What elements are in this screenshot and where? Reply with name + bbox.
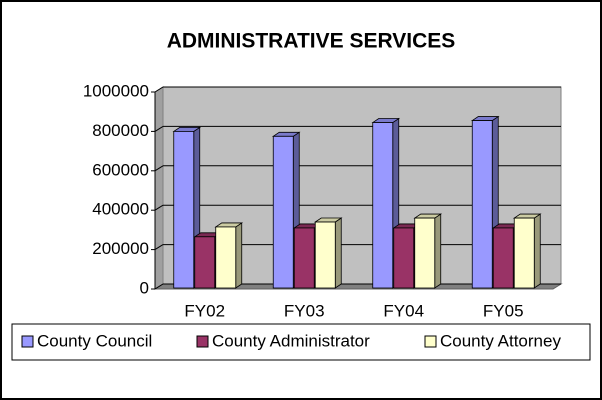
side-wall [154, 86, 164, 290]
bar [372, 122, 394, 289]
bar [393, 227, 415, 289]
bar [215, 226, 237, 289]
bar [314, 221, 336, 289]
y-tick-label: 800000 [92, 121, 149, 140]
bar [173, 130, 195, 289]
legend-swatch [424, 335, 437, 348]
y-tick-label: 200000 [92, 239, 149, 258]
legend-box [11, 323, 591, 361]
x-tick-label: FY02 [184, 301, 225, 320]
bar [414, 217, 436, 289]
y-tick-label: 1000000 [83, 81, 149, 100]
bar [471, 120, 493, 289]
x-tick-label: FY03 [284, 301, 325, 320]
y-tick-label: 0 [140, 278, 149, 297]
grid-line-side [154, 204, 164, 211]
x-tick-label: FY04 [383, 301, 424, 320]
bar [293, 227, 315, 289]
grid-line-side [154, 165, 164, 172]
bar [492, 227, 514, 289]
bar-side [334, 217, 342, 289]
grid-line-side [154, 244, 164, 251]
legend-swatch [196, 335, 209, 348]
bar-side [434, 213, 442, 289]
legend-label: County Attorney [440, 331, 561, 350]
legend-label: County Council [37, 331, 152, 350]
grid-line-side [154, 283, 164, 290]
grid-line-side [154, 86, 164, 93]
bar [194, 236, 216, 289]
legend-label: County Administrator [212, 331, 370, 350]
legend-swatch [21, 335, 34, 348]
x-tick-label: FY05 [483, 301, 524, 320]
y-tick-label: 400000 [92, 200, 149, 219]
y-tick-label: 600000 [92, 160, 149, 179]
bar-side [235, 222, 243, 289]
bar [513, 217, 535, 289]
bar [272, 135, 294, 289]
grid-line-side [154, 125, 164, 132]
bar-side [533, 213, 541, 289]
chart-title: ADMINISTRATIVE SERVICES [167, 30, 456, 53]
